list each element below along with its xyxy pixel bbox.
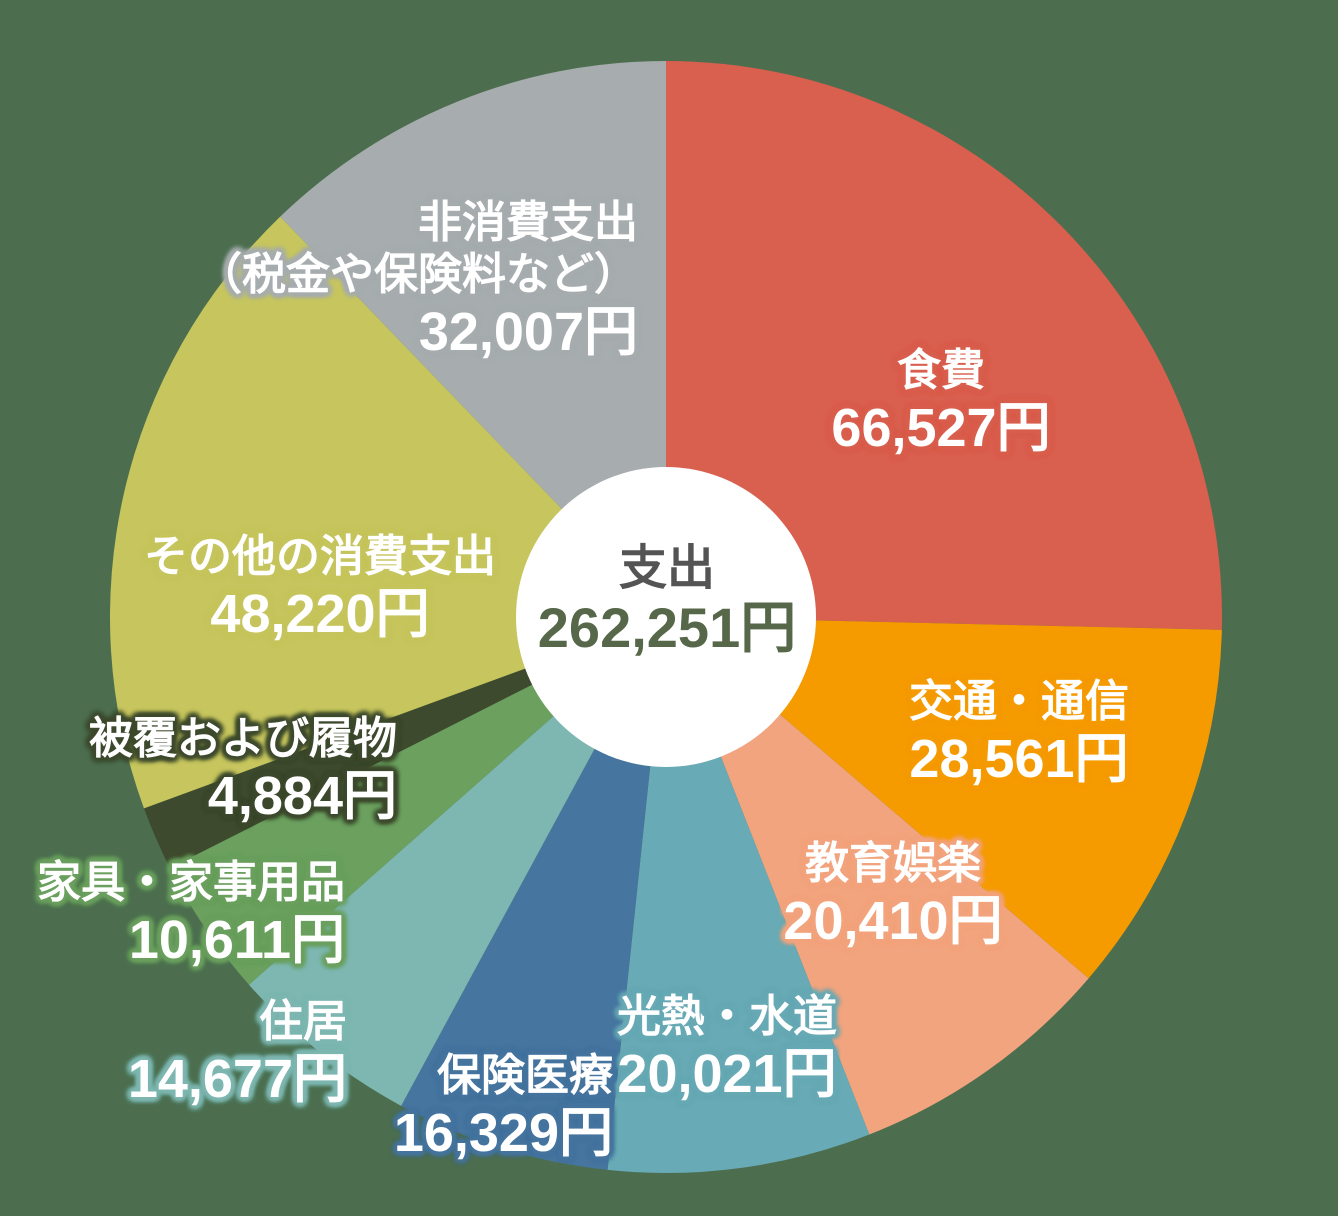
slice-name-text: その他の消費支出 <box>144 532 496 581</box>
slice-name-text: 被覆および履物 <box>89 714 397 763</box>
slice-name-text: 教育娯楽 <box>804 839 981 888</box>
slice-value-text: 14,677円 <box>127 1048 347 1109</box>
pie-slice-0 <box>666 61 1222 630</box>
slice-value-text: 10,611円 <box>128 909 345 970</box>
pie-slice-5 <box>248 617 666 1106</box>
slice-value-text: 16,329円 <box>393 1102 613 1163</box>
slice-value-text: 66,527円 <box>831 397 1051 458</box>
slice-value-text: 20,410円 <box>783 890 1003 951</box>
pie-slice-9 <box>280 61 666 617</box>
slice-label-furniture: 家具・家事用品 10,611円 <box>37 857 345 973</box>
pie-slice-4 <box>401 617 666 1170</box>
slice-value-text: 28,561円 <box>909 728 1129 789</box>
donut-center-label: 支出 262,251円 <box>538 541 796 661</box>
slice-name-text: 交通・通信 <box>909 677 1129 726</box>
slice-name-text: 光熱・水道 <box>617 992 837 1041</box>
donut-hole <box>516 467 816 767</box>
slice-label-utilities: 光熱・水道 20,021円 <box>617 991 837 1107</box>
slice-value-text: 32,007円 <box>418 301 638 362</box>
slice-label-transport: 交通・通信 28,561円 <box>909 676 1129 792</box>
pie-slice-6 <box>169 617 667 985</box>
total-label-text: 支出 <box>618 542 715 595</box>
slice-name-text: 家具・家事用品 <box>37 858 345 907</box>
pie-slice-1 <box>666 617 1222 979</box>
slice-name-text: 非消費支出 <box>418 198 638 247</box>
slice-name-text: 保険医療 <box>437 1051 613 1100</box>
slice-label-education: 教育娯楽 20,410円 <box>783 838 1002 954</box>
slice-name-subtext: （税金や保険料など） <box>198 249 638 299</box>
slice-value-text: 48,220円 <box>210 583 430 644</box>
slice-label-food: 食費 66,527円 <box>831 345 1050 461</box>
slice-label-other-consumption: その他の消費支出 48,220円 <box>144 531 496 647</box>
slice-label-non-consumption: 非消費支出 （税金や保険料など） 32,007円 <box>198 197 638 365</box>
total-value-text: 262,251円 <box>537 596 797 660</box>
slice-value-text: 4,884円 <box>207 765 397 826</box>
pie-slice-2 <box>666 617 1089 1135</box>
slice-name-text: 住居 <box>259 997 347 1046</box>
slice-label-clothing: 被覆および履物 4,884円 <box>89 713 397 829</box>
slice-name-text: 食費 <box>896 346 985 395</box>
slice-label-housing: 住居 14,677円 <box>128 996 347 1112</box>
slice-label-medical: 保険医療 16,329円 <box>394 1050 613 1166</box>
slice-value-text: 20,021円 <box>617 1043 837 1104</box>
